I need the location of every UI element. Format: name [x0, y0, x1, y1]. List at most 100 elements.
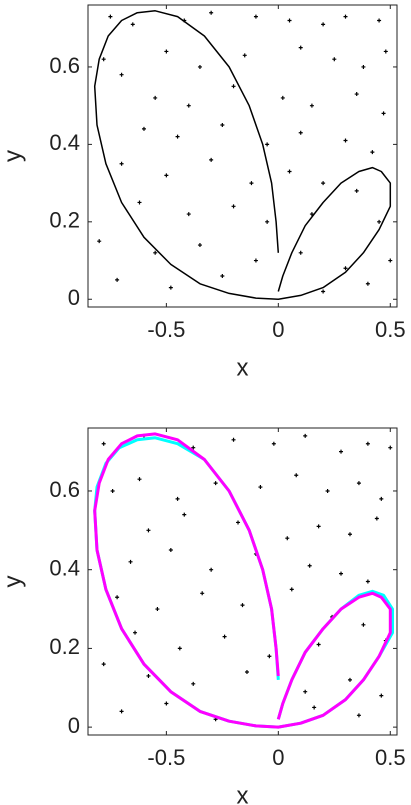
- y-axis-label: y: [0, 576, 26, 588]
- point: [197, 64, 202, 69]
- curve: [93, 10, 392, 301]
- point: [101, 57, 106, 62]
- point: [309, 103, 314, 108]
- x-tick-label: 0: [272, 745, 284, 770]
- point: [325, 488, 330, 493]
- point: [321, 181, 326, 186]
- point: [365, 281, 370, 286]
- point: [177, 646, 182, 651]
- point: [303, 433, 308, 438]
- plot-area: [87, 4, 398, 308]
- point: [347, 677, 352, 682]
- point: [168, 285, 173, 290]
- point: [381, 111, 386, 116]
- point: [361, 622, 366, 627]
- point: [153, 95, 158, 100]
- point: [298, 130, 303, 135]
- point: [316, 524, 321, 529]
- point: [267, 654, 272, 659]
- point: [137, 200, 142, 205]
- point: [312, 705, 317, 710]
- point: [354, 188, 359, 193]
- y-tick-label: 0.6: [49, 477, 80, 502]
- point: [164, 49, 169, 54]
- point: [200, 591, 205, 596]
- point: [303, 689, 308, 694]
- point: [110, 488, 115, 493]
- point: [186, 103, 191, 108]
- point: [298, 250, 303, 255]
- point: [253, 14, 258, 19]
- point: [222, 634, 227, 639]
- point: [236, 520, 241, 525]
- x-tick-label: 0.5: [375, 745, 406, 770]
- point: [271, 441, 276, 446]
- x-tick-label: 0: [272, 317, 284, 342]
- point: [354, 92, 359, 97]
- point: [258, 485, 263, 490]
- point: [388, 258, 393, 263]
- point: [209, 567, 214, 572]
- point: [209, 10, 214, 15]
- x-axis-label: x: [237, 782, 249, 805]
- point: [97, 239, 102, 244]
- y-tick-label: 0: [68, 713, 80, 738]
- point: [220, 123, 225, 128]
- point: [388, 445, 393, 450]
- point: [119, 161, 124, 166]
- point: [231, 437, 236, 442]
- point: [101, 441, 106, 446]
- y-tick-label: 0.6: [49, 53, 80, 78]
- point: [164, 173, 169, 178]
- point: [108, 14, 113, 19]
- point: [115, 277, 120, 282]
- curve: [93, 432, 392, 729]
- point: [361, 64, 366, 69]
- point: [164, 701, 169, 706]
- point: [242, 53, 247, 58]
- point: [370, 150, 375, 155]
- point: [240, 603, 245, 608]
- point: [356, 481, 361, 486]
- point: [175, 134, 180, 139]
- x-tick-label: 0.5: [375, 317, 406, 342]
- y-tick-label: 0.4: [49, 130, 80, 155]
- point: [379, 693, 384, 698]
- point: [133, 630, 138, 635]
- point: [365, 441, 370, 446]
- point: [231, 204, 236, 209]
- y-tick-label: 0.2: [49, 208, 80, 233]
- x-tick-label: -0.5: [147, 745, 185, 770]
- point: [231, 84, 236, 89]
- point: [128, 559, 133, 564]
- point: [186, 212, 191, 217]
- point: [146, 528, 151, 533]
- point: [153, 250, 158, 255]
- point: [321, 289, 326, 294]
- point: [265, 219, 270, 224]
- point: [289, 587, 294, 592]
- point: [213, 481, 218, 486]
- point: [249, 181, 254, 186]
- point: [356, 713, 361, 718]
- point: [155, 607, 160, 612]
- point: [307, 563, 312, 568]
- point: [137, 477, 142, 482]
- point: [298, 45, 303, 50]
- plot-area: [87, 427, 398, 736]
- point: [220, 274, 225, 279]
- point: [182, 512, 187, 517]
- point: [115, 595, 120, 600]
- point: [191, 445, 196, 450]
- point: [265, 142, 270, 147]
- point: [287, 18, 292, 23]
- point: [119, 709, 124, 714]
- point: [119, 72, 124, 77]
- point: [294, 473, 299, 478]
- point: [253, 258, 258, 263]
- point: [316, 642, 321, 647]
- point: [321, 22, 326, 27]
- point: [347, 532, 352, 537]
- point: [374, 516, 379, 521]
